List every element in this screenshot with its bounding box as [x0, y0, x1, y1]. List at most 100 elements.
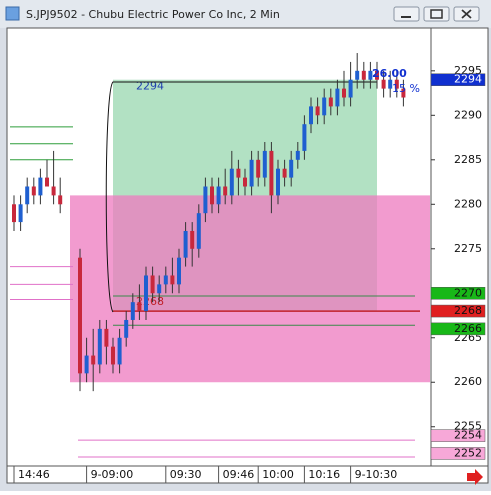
- candle-body: [38, 177, 43, 196]
- price-marker-label: 2252: [454, 446, 482, 459]
- x-tick-label: 10:16: [308, 468, 340, 481]
- candle-body: [243, 177, 247, 187]
- time-axis: [6, 465, 489, 484]
- candle-body: [91, 355, 96, 365]
- x-tick-label: 09:30: [170, 468, 202, 481]
- candle-body: [163, 275, 168, 285]
- candle-body: [144, 275, 148, 312]
- candle-body: [269, 150, 274, 196]
- x-tick-label: 10:00: [262, 468, 294, 481]
- maximize-glyph: [430, 9, 443, 19]
- candle-body: [12, 204, 16, 223]
- candle-body: [190, 230, 195, 249]
- candle-body: [262, 150, 267, 178]
- candle-body: [355, 70, 360, 80]
- candle-body: [31, 186, 36, 196]
- candle-body: [335, 88, 340, 107]
- price-marker-label: 2270: [454, 286, 482, 299]
- candle-body: [137, 302, 142, 312]
- candle-body: [25, 186, 30, 205]
- candle-body: [111, 346, 115, 365]
- axis: 2255226022652270227522802285229022952294…: [13, 64, 486, 483]
- candle-body: [97, 328, 102, 365]
- candle-body: [302, 124, 307, 151]
- candle-body: [309, 106, 313, 125]
- window-title: S.JPJ9502 - Chubu Electric Power Co Inc,…: [26, 8, 280, 21]
- candle-body: [150, 275, 155, 294]
- candle-body: [130, 302, 135, 320]
- candle-body: [229, 168, 234, 196]
- price-marker-label: 2254: [454, 429, 482, 442]
- y-tick-label: 2260: [454, 375, 482, 388]
- zone-label: 2268: [136, 295, 164, 308]
- candle-body: [18, 204, 23, 223]
- candle-body: [401, 88, 406, 98]
- app-icon: [5, 6, 20, 21]
- candle-body: [375, 70, 379, 80]
- candle-body: [322, 97, 327, 116]
- candle-body: [78, 257, 82, 374]
- scroll-arrow[interactable]: [467, 469, 483, 485]
- candle-body: [368, 70, 373, 80]
- levels: [10, 126, 420, 458]
- candle-body: [249, 159, 254, 187]
- price-marker: [430, 447, 486, 460]
- price-marker-label: 2294: [454, 73, 482, 86]
- candle-body: [295, 150, 300, 160]
- candle-body: [236, 168, 241, 178]
- maximize-button[interactable]: [423, 6, 450, 22]
- minimize-button[interactable]: [393, 6, 420, 22]
- price-marker-label: 2268: [454, 304, 482, 317]
- candle-body: [276, 168, 280, 196]
- candle-body: [315, 106, 320, 116]
- candle-body: [157, 284, 162, 294]
- price-marker: [430, 287, 486, 300]
- close-glyph: [461, 9, 472, 19]
- y-tick-label: 2290: [454, 108, 482, 121]
- candle-body: [328, 97, 333, 107]
- candle-body: [124, 319, 129, 338]
- candle-body: [348, 79, 353, 98]
- y-tick-label: 2280: [454, 197, 482, 210]
- candle-body: [51, 186, 56, 196]
- candle-body: [203, 186, 208, 214]
- candle-body: [282, 168, 287, 178]
- price-marker: [430, 322, 486, 336]
- y-tick-label: 2285: [454, 153, 482, 166]
- x-tick-label: 14:46: [18, 468, 50, 481]
- trade-value: 26.00: [372, 67, 407, 80]
- candle-body: [117, 337, 122, 365]
- candle-body: [256, 159, 261, 178]
- zone-label: 2294: [136, 80, 164, 93]
- x-tick-label: 9-10:30: [355, 468, 398, 481]
- trade-percent: 15 %: [392, 82, 420, 95]
- price-marker-label: 2266: [454, 322, 482, 335]
- candle-body: [170, 275, 175, 285]
- x-tick-label: 09:46: [223, 468, 255, 481]
- candles: [12, 53, 406, 392]
- candle-body: [216, 186, 221, 205]
- zone: [70, 195, 430, 383]
- candle-body: [177, 257, 181, 285]
- candle-body: [381, 79, 386, 89]
- y-tick-label: 2275: [454, 242, 482, 255]
- candle-body: [84, 355, 89, 374]
- price-marker: [430, 73, 486, 86]
- candle-body: [361, 70, 366, 80]
- price-marker: [430, 429, 486, 442]
- candle-body: [104, 328, 109, 347]
- candle-body: [342, 88, 346, 98]
- candle-body: [289, 159, 294, 178]
- candle-body: [394, 79, 399, 89]
- candle-body: [58, 195, 63, 205]
- candle-body: [388, 79, 393, 89]
- candle-body: [210, 186, 214, 205]
- x-tick-label: 9-09:00: [91, 468, 134, 481]
- trade-line: [105, 81, 377, 313]
- candle-body: [223, 186, 228, 196]
- candle-body: [45, 177, 49, 187]
- candle-body: [196, 213, 201, 249]
- zones: 2294 2268: [70, 79, 430, 383]
- price-marker: [430, 304, 486, 318]
